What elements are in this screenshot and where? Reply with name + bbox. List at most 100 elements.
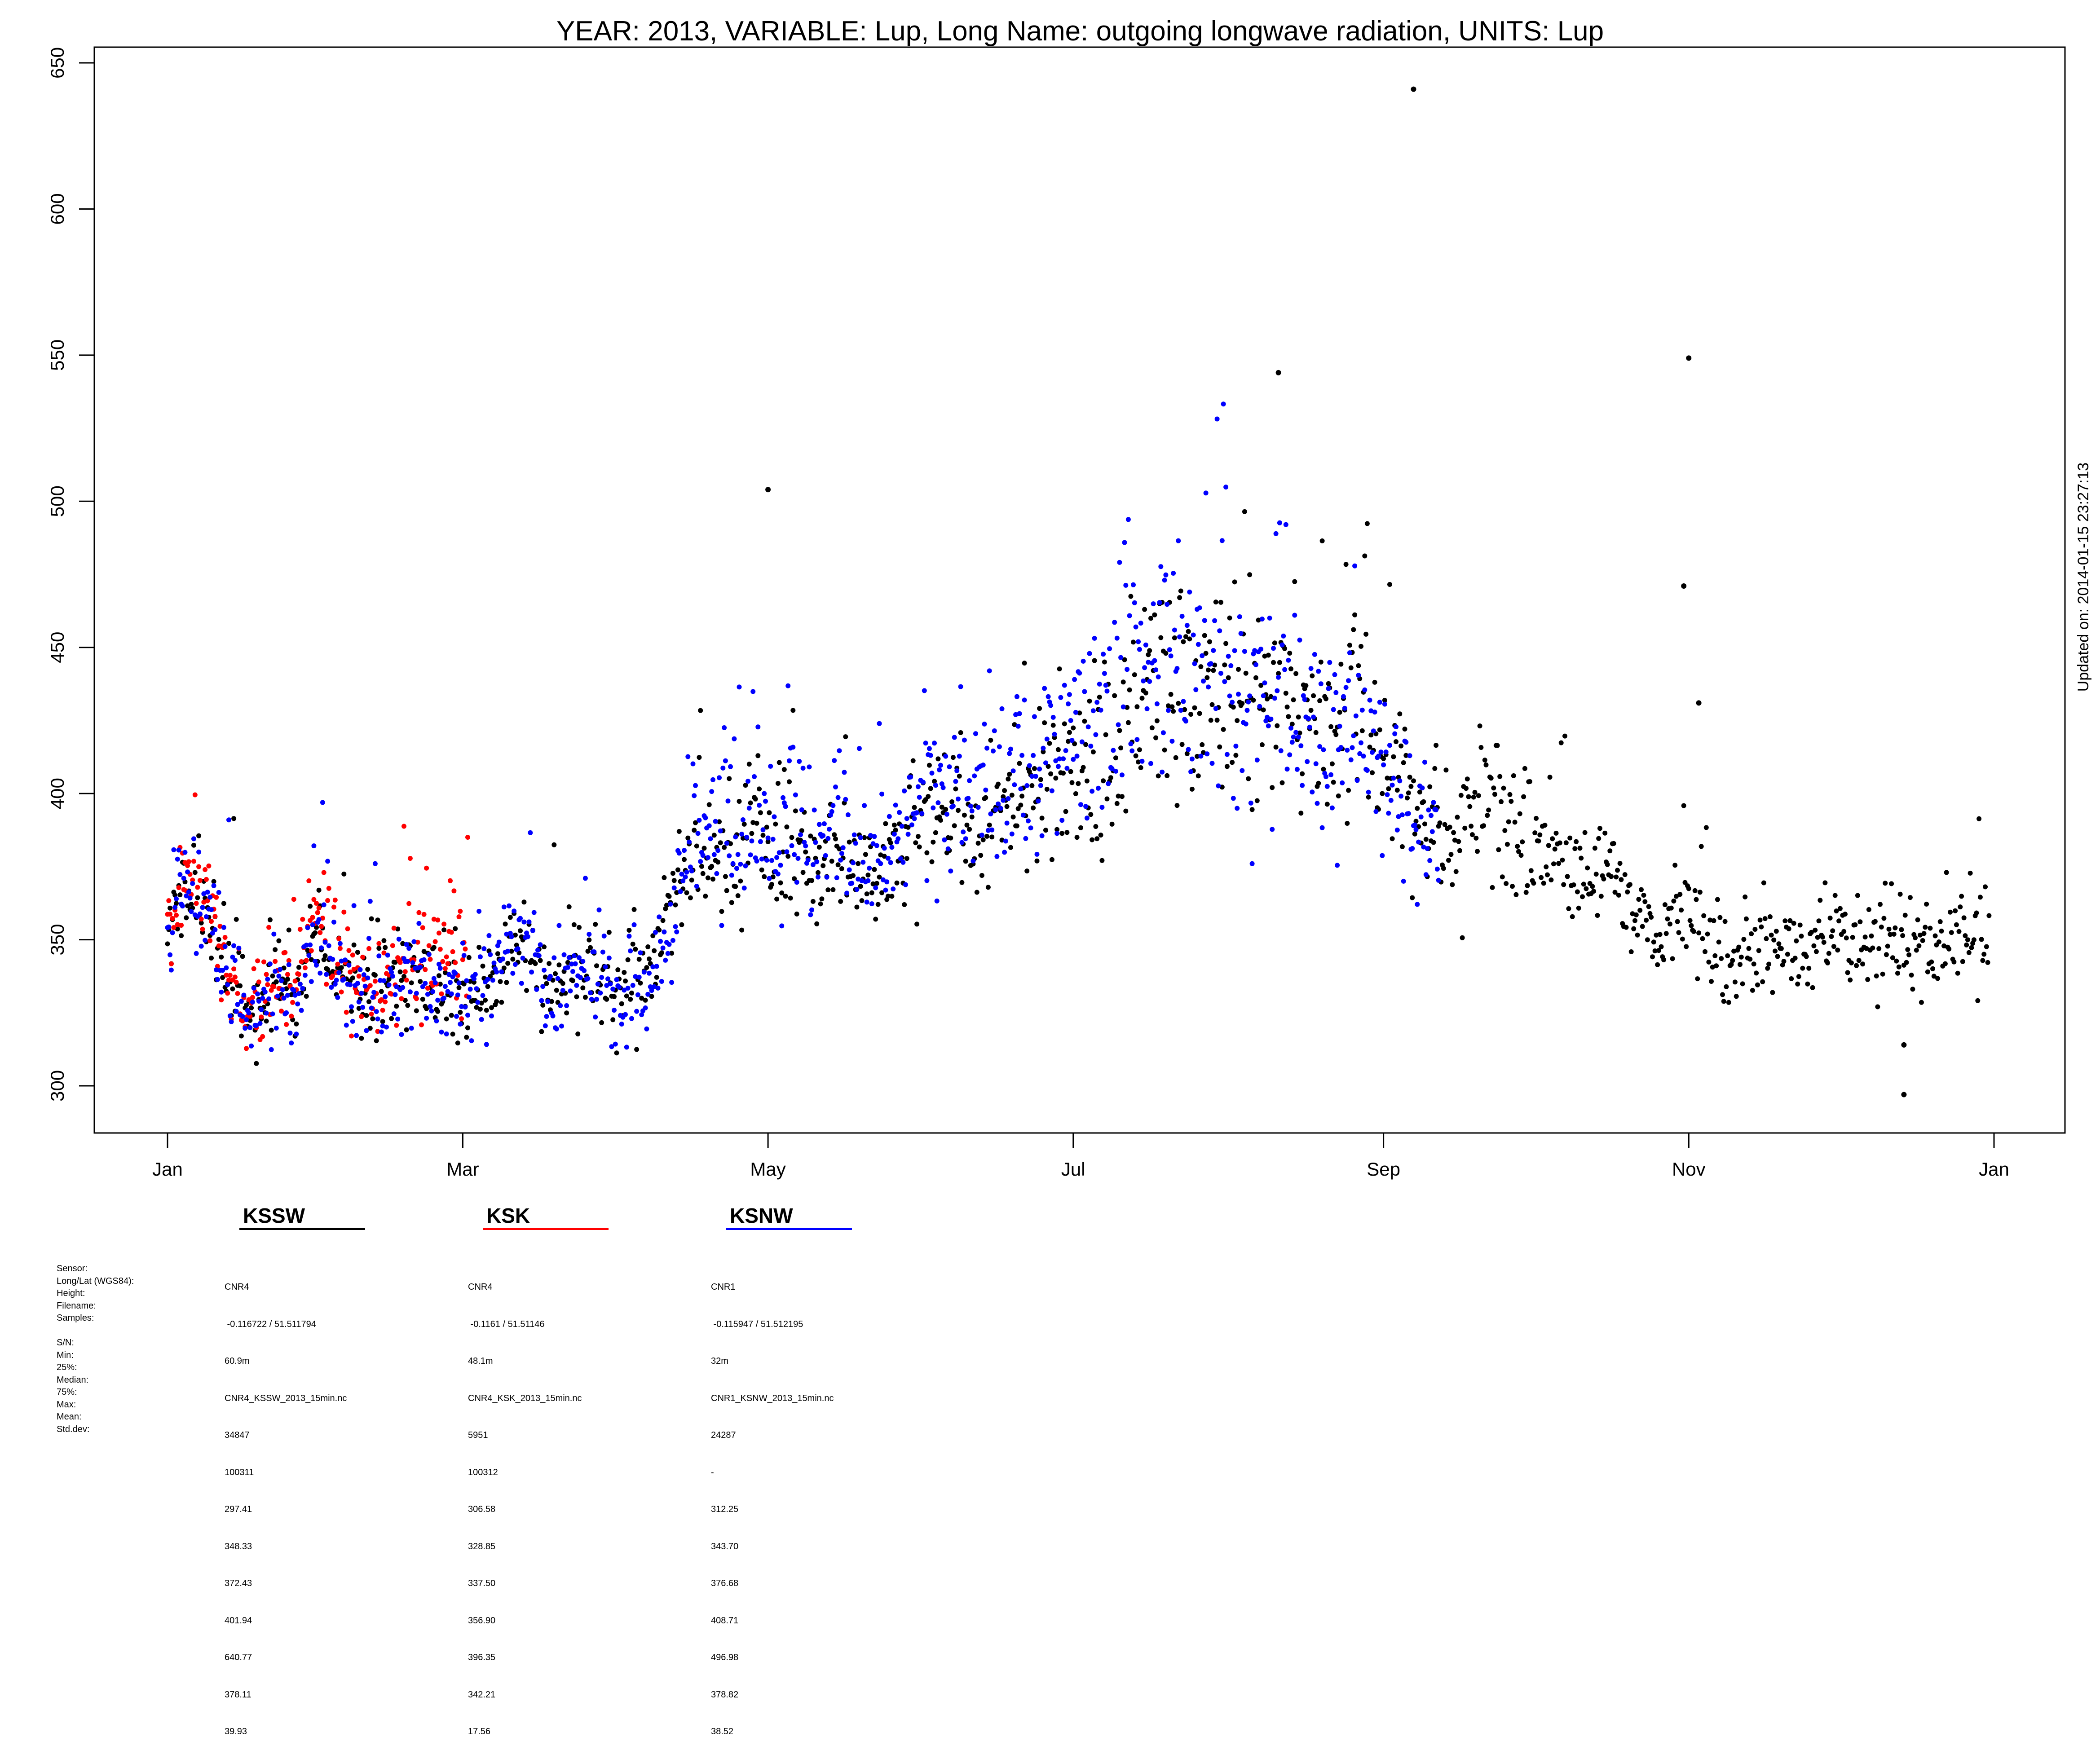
data-point: [1184, 751, 1190, 756]
data-point: [1738, 954, 1744, 960]
data-point: [899, 824, 904, 829]
data-point: [1076, 781, 1081, 786]
data-point: [659, 950, 664, 956]
data-point: [477, 954, 483, 960]
data-point: [943, 807, 949, 812]
data-point: [1033, 774, 1038, 779]
data-point: [559, 1023, 564, 1029]
data-point: [337, 941, 343, 946]
data-point: [265, 977, 270, 982]
data-point: [1313, 730, 1319, 735]
data-point: [1691, 929, 1696, 934]
data-point: [360, 954, 366, 960]
data-point: [265, 982, 270, 987]
data-point: [292, 992, 298, 998]
data-point: [255, 991, 260, 996]
data-point: [1174, 803, 1180, 808]
data-point: [1672, 863, 1678, 868]
data-point: [978, 853, 984, 858]
data-point: [1974, 910, 1979, 916]
data-point: [285, 992, 290, 998]
data-point: [776, 850, 782, 855]
stat-value: 372.43: [225, 1578, 252, 1588]
data-point: [669, 951, 675, 956]
data-point: [291, 987, 296, 993]
data-point: [199, 943, 204, 949]
data-point: [869, 901, 874, 907]
data-point: [807, 764, 812, 770]
data-point: [898, 856, 903, 861]
data-point: [496, 939, 502, 945]
data-point: [401, 824, 406, 829]
data-point: [1941, 943, 1947, 948]
data-point: [1171, 709, 1176, 714]
data-point: [1018, 786, 1024, 792]
data-point: [170, 916, 175, 921]
data-point: [1181, 699, 1186, 704]
data-point: [1627, 882, 1632, 887]
data-point: [1247, 693, 1253, 699]
data-point: [302, 965, 308, 970]
data-point: [186, 859, 191, 864]
data-point: [1364, 768, 1370, 773]
data-point: [883, 821, 888, 826]
data-point: [982, 721, 987, 727]
data-point: [577, 925, 582, 930]
data-point: [234, 979, 239, 985]
data-point: [1346, 788, 1351, 793]
data-point: [294, 1031, 299, 1037]
data-point: [551, 955, 557, 961]
data-point: [1098, 833, 1103, 838]
data-point: [1757, 917, 1763, 923]
data-point: [174, 901, 179, 906]
data-point: [1740, 981, 1745, 987]
data-point: [1151, 601, 1156, 607]
data-point: [297, 982, 303, 987]
data-point: [962, 812, 967, 818]
data-point: [653, 930, 658, 935]
data-point: [1197, 605, 1202, 611]
data-point: [1288, 666, 1293, 671]
data-point: [657, 927, 662, 933]
data-point: [1420, 785, 1425, 791]
data-point: [728, 764, 733, 769]
data-point: [1281, 633, 1286, 639]
data-point: [530, 928, 535, 933]
data-point: [1813, 949, 1819, 954]
row-label: Long/Lat (WGS84):: [57, 1276, 134, 1286]
data-point: [933, 830, 938, 835]
data-point: [1406, 790, 1411, 796]
data-point: [1453, 869, 1459, 874]
data-point: [460, 940, 465, 946]
data-point: [973, 731, 978, 736]
data-point: [267, 961, 273, 966]
data-point: [1068, 718, 1073, 723]
data-point: [344, 1009, 349, 1015]
data-point: [466, 994, 472, 1000]
data-point: [1937, 919, 1943, 924]
data-point: [391, 926, 397, 931]
data-point: [821, 833, 826, 838]
row-label: 75%:: [57, 1387, 77, 1397]
data-point: [1158, 635, 1164, 640]
data-point: [1119, 772, 1125, 778]
data-point: [741, 821, 747, 827]
data-point: [465, 835, 470, 840]
data-point: [1183, 718, 1188, 724]
data-point: [612, 994, 617, 999]
data-point: [365, 975, 371, 981]
data-point: [1853, 922, 1858, 927]
data-point: [364, 1028, 369, 1033]
data-point: [259, 1007, 264, 1012]
data-point: [1138, 621, 1143, 626]
data-point: [1850, 934, 1855, 940]
data-point: [209, 956, 214, 961]
data-point: [458, 1022, 463, 1027]
data-point: [1097, 694, 1102, 700]
data-point: [912, 805, 917, 810]
data-point: [304, 958, 309, 963]
data-point: [1214, 416, 1220, 422]
data-point: [1382, 701, 1387, 707]
data-point: [1024, 868, 1030, 874]
data-point: [1894, 958, 1899, 964]
